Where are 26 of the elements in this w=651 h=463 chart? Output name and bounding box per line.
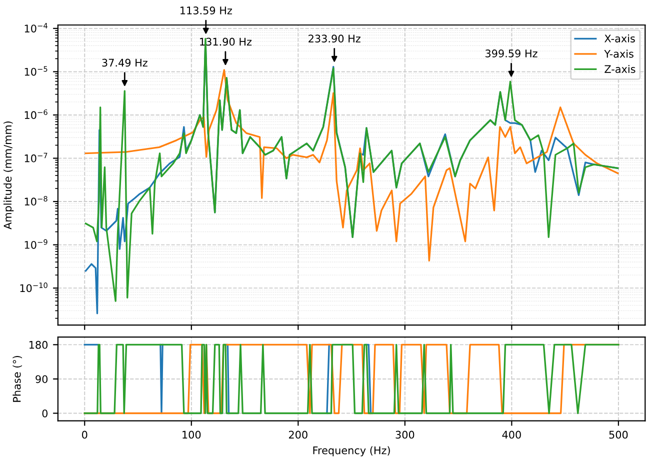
y-tick-label: 10$^{−7}$ — [24, 152, 48, 162]
x-axis-title: Frequency (Hz) — [313, 446, 390, 456]
legend-label: X-axis — [604, 34, 635, 42]
annotation: 37.49 Hz — [102, 58, 148, 67]
annotation: 113.59 Hz — [180, 6, 232, 14]
y-axis-title: Phase (°) — [12, 356, 22, 402]
y-axis-title: Amplitude (mm/mm) — [4, 121, 14, 230]
y-tick-label: 180 — [29, 340, 48, 349]
y-tick-label: 10$^{−8}$ — [24, 196, 48, 206]
y-tick-label: 10$^{−5}$ — [24, 66, 48, 76]
x-tick-label: 400 — [502, 430, 521, 439]
x-tick-label: 100 — [182, 430, 201, 439]
legend-label: Y-axis — [604, 50, 634, 58]
x-tick-label: 300 — [396, 430, 414, 439]
legend-label: Z-axis — [604, 64, 636, 74]
y-tick-label: 10$^{−6}$ — [24, 109, 48, 120]
y-tick-label: 10$^{−9}$ — [24, 239, 48, 249]
y-tick-label: 10$^{−4}$ — [24, 23, 48, 32]
annotation: 233.90 Hz — [308, 34, 360, 43]
annotation: 399.59 Hz — [486, 50, 538, 58]
y-tick-label: 10$^{−10}$ — [20, 282, 48, 292]
y-tick-label: 90 — [36, 375, 48, 384]
x-tick-label: 500 — [609, 430, 628, 439]
x-tick-label: 200 — [288, 430, 308, 439]
x-tick-label: 0 — [82, 430, 88, 439]
y-tick-label: 0 — [42, 409, 48, 418]
